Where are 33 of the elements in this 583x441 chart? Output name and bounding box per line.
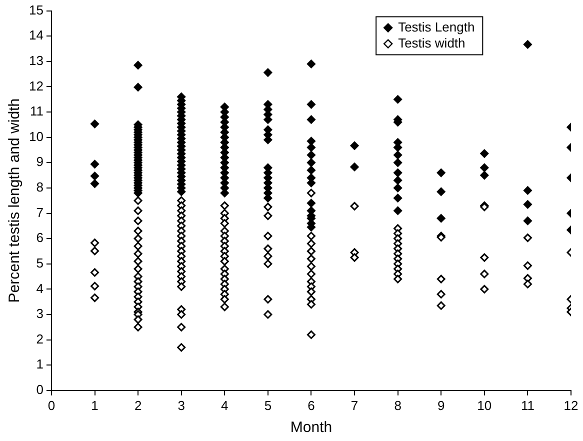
x-tick-label: 0 [48, 398, 56, 413]
x-tick-label: 2 [134, 398, 142, 413]
x-tick-label: 12 [564, 398, 578, 413]
x-tick-label: 8 [394, 398, 402, 413]
x-tick-label: 6 [308, 398, 315, 413]
x-tick-label: 7 [350, 398, 358, 413]
x-tick-label: 9 [438, 398, 445, 413]
y-tick-label: 6 [36, 230, 44, 246]
x-tick-label: 3 [178, 398, 185, 413]
x-axis-title: Month [290, 419, 332, 436]
x-tick-label: 4 [221, 398, 228, 413]
y-tick-label: 9 [36, 154, 44, 170]
y-tick-label: 15 [28, 2, 44, 18]
y-tick-label: 3 [36, 306, 44, 322]
y-tick-label: 12 [28, 78, 44, 94]
y-tick-label: 0 [36, 382, 44, 397]
y-tick-label: 14 [28, 28, 44, 43]
y-tick-label: 10 [28, 128, 44, 144]
x-tick-label: 1 [91, 398, 98, 413]
y-tick-label: 1 [36, 356, 44, 372]
x-tick-label: 11 [520, 398, 534, 413]
y-tick-label: 5 [36, 255, 44, 270]
y-tick-label: 8 [36, 180, 44, 195]
y-tick-label: 13 [28, 52, 44, 68]
y-axis-title: Percent testis length and width [6, 98, 24, 303]
y-tick-label: 7 [36, 204, 44, 220]
y-tick-label: 2 [36, 331, 44, 346]
y-tick-label: 4 [36, 280, 44, 296]
x-tick-label: 10 [477, 398, 492, 413]
y-tick-label: 11 [30, 104, 44, 119]
legend-label: Testis width [398, 35, 466, 50]
legend-label: Testis Length [398, 19, 475, 34]
x-tick-label: 5 [264, 398, 272, 413]
